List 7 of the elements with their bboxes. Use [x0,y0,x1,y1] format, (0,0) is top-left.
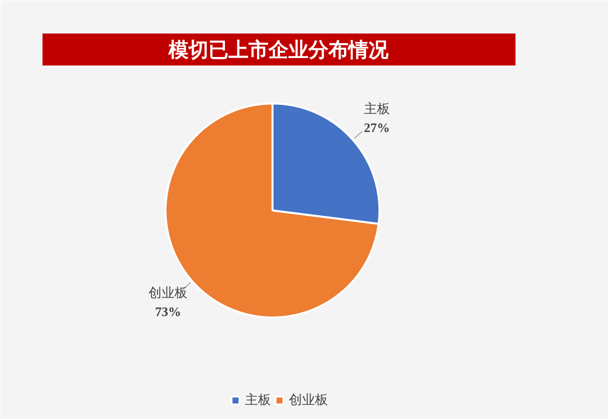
legend-label: 创业板 [289,391,328,409]
slice-label: 主板 [364,101,390,118]
data-label: 27% [364,120,390,136]
legend-label: 主板 [245,391,271,409]
chart-title: 模切已上市企业分布情况 [168,38,390,62]
data-label: 73% [155,304,182,319]
slice-label: 创业板 [148,286,188,301]
